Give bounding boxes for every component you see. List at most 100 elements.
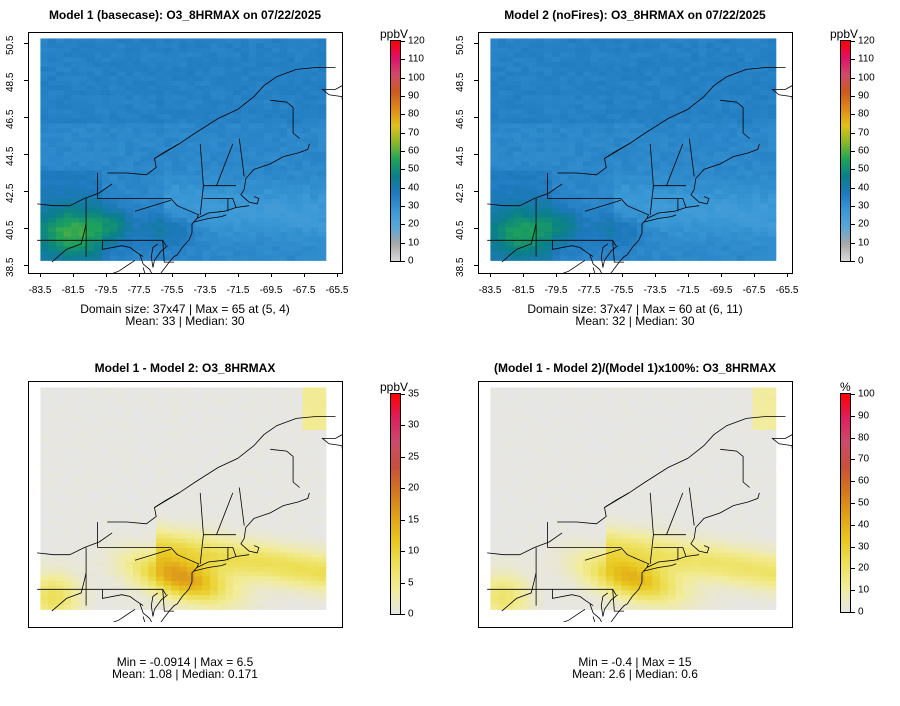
colorbar-unit: ppbV <box>380 380 409 394</box>
colorbar-tick-label: 70 <box>408 127 420 139</box>
colorbar-tick-label: 60 <box>858 475 870 487</box>
map-svg <box>487 387 792 622</box>
colorbar-tick-label: 50 <box>858 163 870 175</box>
x-tick-mark <box>754 273 755 277</box>
y-tick-label: 38.5 <box>455 257 466 277</box>
colorbar-tick-mark <box>401 582 405 584</box>
x-tick-label: -67.5 <box>742 285 766 296</box>
colorbar-tick-label: 100 <box>858 72 875 84</box>
x-tick-mark <box>589 273 590 277</box>
colorbar-tick-label: 120 <box>408 35 425 47</box>
stats-line-1: Domain size: 37x47 | Max = 60 at (6, 11) <box>527 302 743 316</box>
stats-line-1: Min = -0.4 | Max = 15 <box>578 655 692 669</box>
colorbar-tick-mark <box>401 425 405 427</box>
colorbar-tick-label: 40 <box>858 519 870 531</box>
colorbar-tick-label: 70 <box>858 453 870 465</box>
colorbar-tick-mark <box>401 151 405 152</box>
map-svg <box>487 38 792 273</box>
y-tick-mark <box>474 43 478 44</box>
boundary-lines <box>487 67 792 273</box>
colorbar-tick-mark <box>401 519 405 521</box>
colorbar-tick-label: 100 <box>858 388 875 400</box>
x-tick-mark <box>205 273 206 277</box>
x-tick-mark <box>655 273 656 277</box>
panel-title: Model 2 (noFires): O3_8HRMAX on 07/22/20… <box>504 8 766 22</box>
colorbar-tick-mark <box>401 41 405 42</box>
grid-cells <box>490 387 777 610</box>
x-tick-label: -75.5 <box>610 285 634 296</box>
y-tick-label: 42.5 <box>5 183 16 203</box>
boundary-lines <box>487 416 792 622</box>
map-panel: Model 2 (noFires): O3_8HRMAX on 07/22/20… <box>450 0 900 353</box>
x-tick-label: -83.5 <box>478 285 502 296</box>
x-tick-label: -71.5 <box>676 285 700 296</box>
y-tick-label: 48.5 <box>455 72 466 92</box>
colorbar-tick-mark <box>851 612 855 613</box>
colorbar-tick-label: 80 <box>858 432 870 444</box>
colorbar-tick-mark <box>851 524 855 526</box>
x-tick-mark <box>238 273 239 277</box>
colorbar-tick-label: 90 <box>858 90 870 102</box>
map-panel: (Model 1 - Model 2)/(Model 1)x100%: O3_8… <box>450 353 900 706</box>
colorbar-tick-mark <box>851 503 855 504</box>
grid-cells <box>40 387 327 610</box>
map-plot-area <box>478 32 793 274</box>
colorbar-tick-label: 20 <box>858 562 870 574</box>
x-tick-label: -65.5 <box>325 285 349 296</box>
x-tick-label: -67.5 <box>292 285 316 296</box>
colorbar-tick-label: 40 <box>408 182 420 194</box>
colorbar-tick-label: 25 <box>408 451 420 463</box>
y-tick-mark <box>24 43 28 44</box>
colorbar-tick-mark <box>851 261 855 262</box>
boundary-lines <box>37 67 342 273</box>
colorbar-tick-mark <box>851 114 855 116</box>
colorbar-tick-mark <box>401 206 405 207</box>
colorbar-tick-mark <box>401 242 405 244</box>
colorbar-tick-mark <box>401 488 405 490</box>
y-tick-label: 46.5 <box>455 109 466 129</box>
y-tick-label: 50.5 <box>455 35 466 55</box>
x-tick-label: -77.5 <box>577 285 601 296</box>
colorbar-tick-label: 10 <box>858 584 870 596</box>
colorbar-tick-mark <box>851 459 855 461</box>
grid-cells <box>490 38 777 261</box>
stats-line-2: Mean: 2.6 | Median: 0.6 <box>572 667 698 681</box>
x-tick-label: -69.5 <box>709 285 733 296</box>
colorbar-tick-mark <box>401 187 405 189</box>
x-tick-label: -69.5 <box>259 285 283 296</box>
stats-line-2: Mean: 32 | Median: 30 <box>575 314 695 328</box>
colorbar <box>840 393 851 613</box>
colorbar-tick-label: 60 <box>858 145 870 157</box>
colorbar-tick-mark <box>851 187 855 189</box>
x-tick-mark <box>73 273 74 277</box>
colorbar-tick-mark <box>401 614 405 615</box>
panel-title: Model 1 (basecase): O3_8HRMAX on 07/22/2… <box>48 8 322 22</box>
colorbar-tick-mark <box>401 456 405 458</box>
colorbar-tick-mark <box>401 551 405 553</box>
colorbar <box>840 40 851 262</box>
y-tick-label: 50.5 <box>5 35 16 55</box>
map-plot-area <box>28 381 343 628</box>
x-tick-mark <box>688 273 689 277</box>
colorbar-tick-label: 110 <box>858 53 874 65</box>
y-tick-mark <box>474 265 478 266</box>
colorbar-tick-mark <box>401 394 405 395</box>
colorbar-tick-mark <box>401 169 405 171</box>
stats-line-2: Mean: 1.08 | Median: 0.171 <box>112 667 258 681</box>
x-tick-mark <box>271 273 272 277</box>
colorbar-tick-label: 40 <box>858 182 870 194</box>
map-panel: Model 1 (basecase): O3_8HRMAX on 07/22/2… <box>0 0 450 353</box>
x-tick-mark <box>304 273 305 277</box>
colorbar-tick-label: 5 <box>408 577 414 589</box>
colorbar-tick-label: 20 <box>408 482 420 494</box>
x-tick-label: -77.5 <box>127 285 151 296</box>
colorbar-tick-mark <box>851 96 855 97</box>
map-plot-area <box>28 32 343 274</box>
colorbar-tick-mark <box>401 132 405 134</box>
colorbar-tick-mark <box>401 261 405 262</box>
y-tick-label: 42.5 <box>455 183 466 203</box>
colorbar-tick-label: 80 <box>858 108 870 120</box>
colorbar-tick-label: 120 <box>858 35 875 47</box>
x-tick-label: -73.5 <box>643 285 667 296</box>
colorbar-tick-label: 30 <box>858 541 870 553</box>
